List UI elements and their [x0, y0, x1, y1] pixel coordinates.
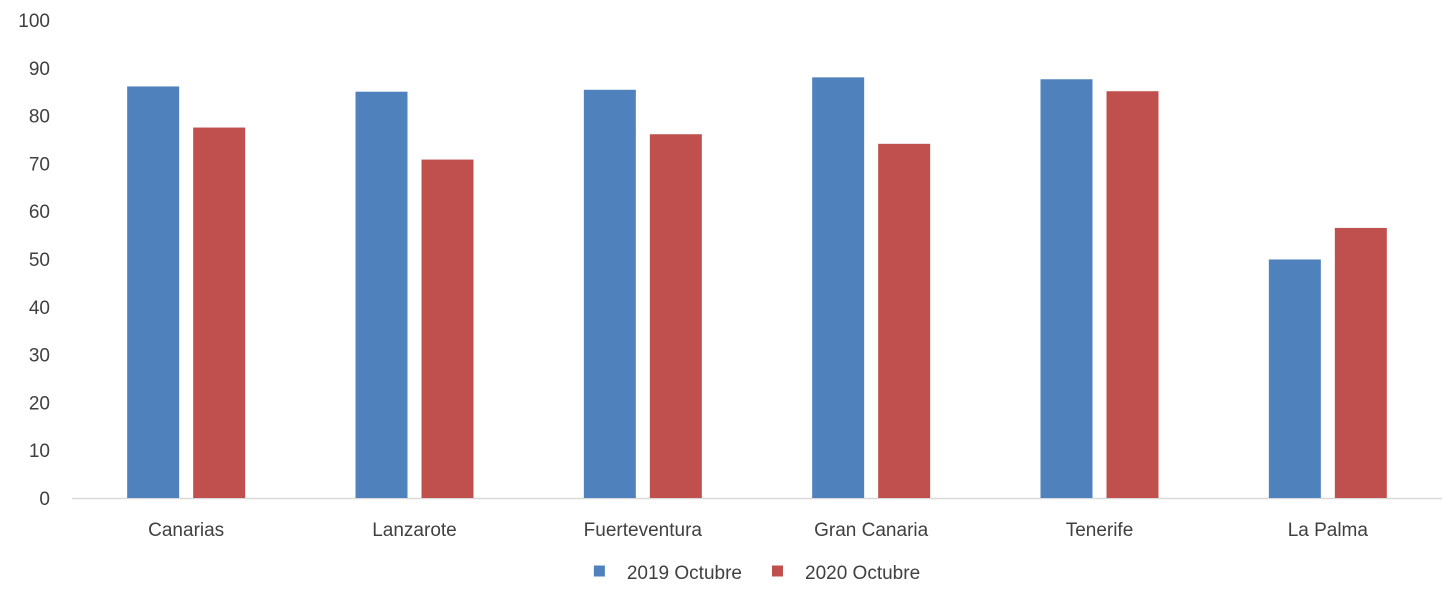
x-tick-label: Tenerife: [1066, 520, 1134, 541]
bar-0-5: [1268, 259, 1321, 498]
x-tick-label: La Palma: [1288, 520, 1369, 541]
y-tick-label: 10: [29, 441, 50, 462]
y-tick-label: 90: [29, 59, 50, 80]
y-tick-label: 50: [29, 250, 50, 271]
x-tick-label: Lanzarote: [372, 520, 457, 541]
y-tick-label: 70: [29, 154, 50, 175]
bar-0-3: [812, 77, 865, 499]
bar-0-4: [1040, 79, 1093, 498]
bar-1-1: [421, 159, 474, 499]
legend-label-1: 2020 Octubre: [805, 563, 920, 584]
bar-0-2: [583, 89, 636, 499]
legend-swatch-0: [593, 565, 605, 577]
x-axis: Canarias Lanzarote Fuerteventura Gran Canar…: [148, 520, 1368, 541]
bar-0-0: [127, 86, 180, 498]
y-tick-label: 20: [29, 393, 50, 414]
bars: [127, 77, 1387, 499]
y-tick-label: 60: [29, 202, 50, 223]
bar-1-2: [649, 134, 702, 498]
x-tick-label: Canarias: [148, 520, 224, 541]
y-tick-label: 30: [29, 346, 50, 367]
y-tick-label: 0: [39, 489, 50, 510]
bar-0-1: [355, 91, 408, 498]
y-tick-label: 80: [29, 107, 50, 128]
bar-1-4: [1106, 91, 1159, 499]
y-tick-label: 40: [29, 298, 50, 319]
bar-1-0: [193, 127, 246, 499]
x-tick-label: Gran Canaria: [814, 520, 928, 541]
y-tick-label: 100: [18, 11, 50, 32]
y-axis: 0 10 20 30 40 50 60 70 80 90 100: [18, 11, 50, 510]
bar-1-3: [878, 143, 931, 498]
bar-1-5: [1334, 227, 1387, 498]
legend-label-0: 2019 Octubre: [627, 563, 742, 584]
x-tick-label: Fuerteventura: [584, 520, 703, 541]
legend: 2019 Octubre 2020 Octubre: [593, 563, 920, 584]
legend-swatch-1: [772, 565, 783, 577]
